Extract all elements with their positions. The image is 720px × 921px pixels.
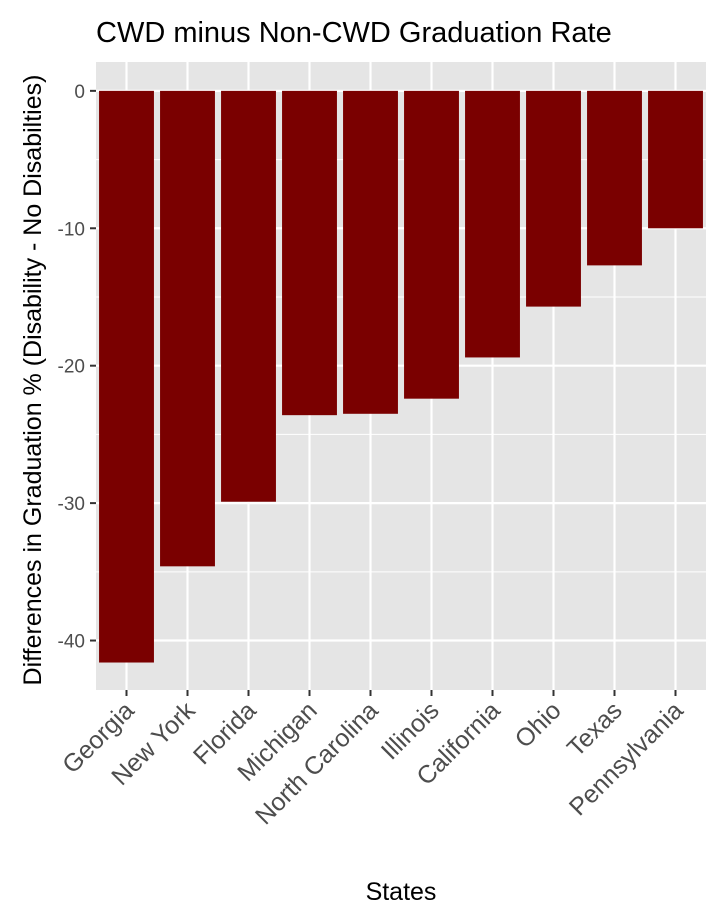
y-axis: 0 -10 -20 -30 -40 [58,82,96,653]
bar-texas [587,90,642,266]
y-tick-label: -30 [58,494,85,515]
bar-ohio [526,90,581,307]
y-tick-label: -20 [58,357,85,378]
y-axis-title: Differences in Graduation % (Disability … [19,75,47,686]
bar-california [465,90,520,358]
bar-georgia [99,90,154,663]
bar-north-carolina [343,90,398,414]
chart-title: CWD minus Non-CWD Graduation Rate [96,17,612,49]
y-tick-label: -10 [58,219,85,240]
bar-pennsylvania [648,90,703,229]
y-tick-label: -40 [58,632,85,653]
x-axis-title: States [366,878,437,906]
y-tick-label: 0 [74,82,85,103]
x-tick-label: Ohio [510,696,567,753]
bars [99,90,703,663]
bar-new-york [160,90,215,567]
bar-illinois [404,90,459,399]
bar-florida [221,90,276,502]
bar-michigan [282,90,337,416]
